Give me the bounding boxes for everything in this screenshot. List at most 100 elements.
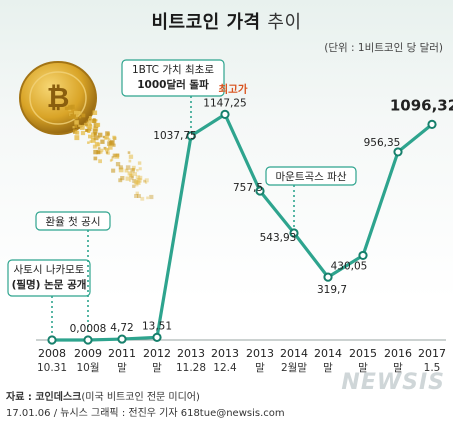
value-label: 4,72	[110, 322, 133, 334]
pixel-particle	[133, 172, 137, 176]
pixel-particle	[92, 128, 98, 134]
pixel-particle	[136, 178, 142, 183]
data-point	[47, 335, 57, 345]
pixel-particle	[78, 124, 81, 127]
value-label: 13,51	[142, 320, 172, 332]
pixel-particle	[125, 165, 131, 170]
pixel-particle	[87, 141, 90, 144]
pixel-particle	[92, 144, 97, 149]
pixel-particle	[72, 126, 75, 129]
pixel-particle	[112, 143, 116, 147]
pixel-particle	[105, 131, 110, 136]
newsis-watermark: NEWSIS	[341, 370, 445, 395]
x-tick-date: 2월말	[281, 362, 307, 374]
source-rest: (미국 비트코인 전문 미디어)	[81, 392, 200, 403]
pixel-particle	[93, 132, 97, 136]
x-tick-year: 2014	[280, 347, 308, 360]
pixel-particle	[100, 148, 104, 152]
pixel-particle	[108, 145, 113, 150]
pixel-particle	[89, 140, 93, 143]
pixel-particle	[98, 136, 101, 139]
x-tick-year: 2014	[314, 347, 342, 360]
value-label: 956,35	[364, 137, 401, 149]
pixel-particle	[75, 114, 79, 118]
pixel-particle	[98, 159, 102, 164]
data-point	[83, 335, 93, 345]
pixel-particle	[132, 184, 136, 188]
pixel-particle	[74, 135, 80, 141]
price-series-line	[50, 112, 434, 342]
pixel-particle	[85, 128, 89, 132]
bitcoin-coin-illustration: ₿	[19, 61, 97, 135]
x-tick-date: 말	[255, 362, 265, 374]
pixel-particle	[88, 134, 92, 139]
pixel-particle	[129, 179, 132, 182]
pixel-particle	[107, 141, 112, 146]
coin-pixel-trail	[64, 104, 154, 201]
data-point	[220, 109, 230, 119]
x-tick-date: 1.5	[424, 362, 441, 374]
pixel-particle	[129, 175, 134, 180]
x-tick-year: 2012	[143, 347, 171, 360]
pixel-particle	[70, 114, 75, 118]
value-label: 1096,32	[390, 96, 453, 114]
pixel-particle	[124, 168, 129, 173]
chart-title: 비트코인 가격 추이	[0, 8, 453, 34]
pixel-particle	[93, 149, 98, 155]
x-tick-date: 10월	[76, 362, 99, 374]
pixel-particle	[95, 119, 98, 122]
pixel-particle	[131, 175, 134, 179]
annotation-text: 1000달러 돌파	[137, 78, 209, 91]
pixel-particle	[111, 168, 116, 173]
pixel-particle	[81, 113, 86, 118]
annotation-box	[35, 211, 111, 231]
pixel-particle	[68, 105, 73, 110]
pixel-particle	[90, 135, 94, 139]
data-point	[289, 228, 299, 238]
pixel-particle	[94, 141, 100, 147]
pixel-particle	[95, 123, 100, 127]
pixel-particle	[64, 106, 69, 111]
pixel-particle	[107, 138, 111, 141]
pixel-particle	[143, 179, 146, 183]
pixel-particle	[118, 178, 123, 183]
pixel-particle	[107, 148, 110, 151]
pixel-particle	[87, 127, 92, 132]
pixel-particle	[110, 139, 115, 145]
annotation-text: 1BTC 가치 최초로	[132, 64, 214, 76]
x-tick-date: 말	[117, 362, 127, 374]
pixel-particle	[149, 194, 154, 200]
pixel-particle	[74, 110, 78, 115]
annotation-text: (필명) 논문 공개	[12, 278, 87, 291]
x-tick-year: 2013	[246, 347, 274, 360]
pixel-particle	[135, 191, 139, 195]
pixel-particle	[79, 116, 82, 119]
x-tick-year: 2015	[349, 347, 377, 360]
annotation-box	[7, 259, 91, 297]
peak-label: 최고가	[219, 82, 248, 95]
pixel-particle	[100, 151, 103, 154]
pixel-particle	[75, 130, 80, 135]
pixel-particle	[105, 151, 109, 154]
data-point	[152, 332, 162, 342]
pixel-particle	[102, 135, 106, 139]
title-bold: 비트코인 가격	[151, 12, 261, 33]
pixel-particle	[144, 181, 148, 184]
pixel-particle	[140, 196, 145, 201]
pixel-particle	[88, 118, 93, 123]
data-point	[427, 119, 437, 129]
pixel-particle	[144, 178, 149, 183]
pixel-particle	[104, 147, 109, 152]
pixel-particle	[109, 159, 113, 162]
annotation-box	[121, 59, 225, 97]
pixel-particle	[91, 132, 96, 137]
pixel-particle	[112, 135, 116, 140]
pixel-particle	[100, 139, 105, 144]
x-tick-date: 말	[358, 362, 368, 374]
data-point	[255, 186, 265, 196]
pixel-particle	[115, 153, 120, 157]
pixel-particle	[112, 153, 117, 158]
pixel-particle	[86, 120, 89, 123]
pixel-particle	[88, 116, 92, 119]
value-label: 0,0008	[70, 323, 107, 335]
